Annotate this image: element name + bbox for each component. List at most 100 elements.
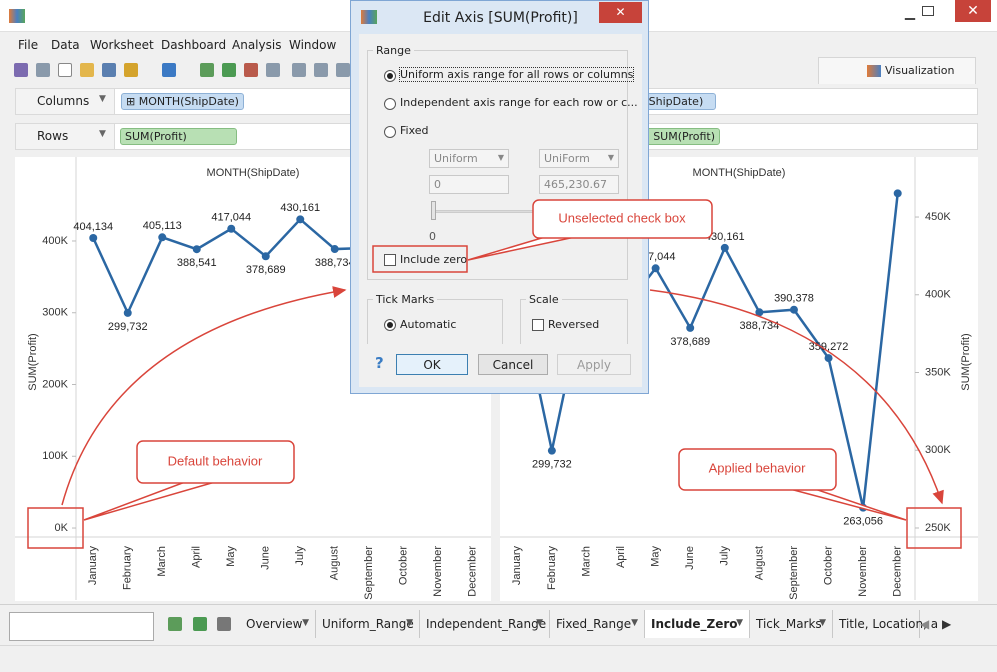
end-mode-dropdown: UniForm ▼ xyxy=(539,149,619,168)
tab-menu-arrow[interactable]: ▼ xyxy=(536,618,543,628)
refresh-icon[interactable] xyxy=(162,63,176,77)
data-label: 388,541 xyxy=(177,257,217,269)
open-icon[interactable] xyxy=(80,63,94,77)
toolbar xyxy=(10,60,350,80)
menu-item[interactable]: Analysis xyxy=(232,38,282,52)
apply-button[interactable]: Apply xyxy=(557,354,631,375)
app-icon xyxy=(9,9,25,23)
data-label: 263,056 xyxy=(843,516,883,528)
help-button[interactable]: ? xyxy=(375,354,384,372)
tab-menu-arrow[interactable]: ▼ xyxy=(302,618,309,628)
tool-icon[interactable] xyxy=(292,63,306,77)
cancel-button[interactable]: Cancel xyxy=(478,354,548,375)
start-value-input: 0 xyxy=(429,175,509,194)
tool-icon[interactable] xyxy=(244,63,258,77)
y-tick-label: 400K xyxy=(42,235,68,247)
sheet-tab[interactable]: Overview ▼ xyxy=(240,610,316,638)
tab-scroll-right[interactable]: ▶ xyxy=(942,617,952,631)
x-tick-label: July xyxy=(719,546,731,566)
radio-label[interactable]: Independent axis range for each row or c… xyxy=(400,96,638,109)
data-point xyxy=(651,264,660,273)
sheet-tab[interactable]: Independent_Range ▼ xyxy=(420,610,550,638)
sheet-tab[interactable]: Tick_Marks ▼ xyxy=(750,610,833,638)
x-tick-label: January xyxy=(87,546,99,586)
pill-label: MONTH(ShipDate) xyxy=(138,95,239,108)
checkbox-label[interactable]: Include zero xyxy=(400,253,468,266)
menu-item[interactable]: Dashboard xyxy=(161,38,227,52)
tab-menu-arrow[interactable]: ▼ xyxy=(736,618,743,628)
columns-pill[interactable]: ⊞ MONTH(ShipDate) xyxy=(121,93,244,110)
x-tick-label: August xyxy=(753,546,765,580)
dialog-close-button[interactable]: ✕ xyxy=(599,2,642,23)
dialog-icon xyxy=(361,10,377,24)
radio-label[interactable]: Automatic xyxy=(400,318,457,331)
tool-icon[interactable] xyxy=(314,63,328,77)
slider-thumb xyxy=(431,201,436,220)
maximize-button[interactable] xyxy=(922,6,934,16)
rows-pill[interactable]: SUM(Profit) xyxy=(120,128,237,145)
tab-scroll-left[interactable]: ◀ xyxy=(920,617,930,631)
x-tick-label: April xyxy=(615,546,627,568)
radio-label[interactable]: Uniform axis range for all rows or colum… xyxy=(398,67,635,82)
data-label: 417,044 xyxy=(211,212,251,224)
x-tick-label: June xyxy=(260,546,272,570)
x-tick-label: March xyxy=(580,546,592,577)
data-label: 430,161 xyxy=(280,202,320,214)
radio-button[interactable] xyxy=(384,319,396,331)
data-point xyxy=(192,245,201,254)
radio-button[interactable] xyxy=(384,126,396,138)
x-tick-label: May xyxy=(650,546,662,567)
radio-label[interactable]: Fixed xyxy=(400,124,429,137)
dropdown-arrow[interactable]: ▼ xyxy=(99,94,106,104)
menu-item[interactable]: Data xyxy=(51,38,80,52)
dropdown-value: UniForm xyxy=(544,152,590,165)
sheet-tab[interactable]: Title, Location, a xyxy=(833,610,938,638)
undo-icon[interactable] xyxy=(14,63,28,77)
dropdown-arrow[interactable]: ▼ xyxy=(99,129,106,139)
close-button[interactable]: ✕ xyxy=(955,0,991,22)
dropdown-arrow: ▼ xyxy=(607,153,614,162)
menu-item[interactable]: File xyxy=(18,38,39,52)
ok-button[interactable]: OK xyxy=(396,354,468,375)
new-dashboard-icon[interactable] xyxy=(193,617,207,631)
tab-menu-arrow[interactable]: ▼ xyxy=(406,618,413,628)
data-label: 388,734 xyxy=(315,257,355,269)
tool-icon[interactable] xyxy=(200,63,214,77)
data-label: 405,113 xyxy=(143,220,182,232)
redo-icon[interactable] xyxy=(36,63,50,77)
tab-menu-arrow[interactable]: ▼ xyxy=(631,618,638,628)
sheet-sorter-icon[interactable] xyxy=(217,617,231,631)
minimize-button[interactable] xyxy=(904,4,916,20)
visualization-tab[interactable]: Visualization xyxy=(818,57,976,84)
tool-icon[interactable] xyxy=(222,63,236,77)
x-tick-label: November xyxy=(857,546,869,597)
radio-button[interactable] xyxy=(384,98,396,110)
tab-menu-arrow[interactable]: ▼ xyxy=(819,618,826,628)
sheet-tab[interactable]: Fixed_Range ▼ xyxy=(550,610,645,638)
new-icon[interactable] xyxy=(58,63,72,77)
reversed-checkbox[interactable] xyxy=(532,319,544,331)
y-axis-title: SUM(Profit) xyxy=(27,333,39,390)
y-tick-label: 100K xyxy=(42,450,68,462)
sheet-tab[interactable]: Uniform_Range ▼ xyxy=(316,610,420,638)
tool-icon[interactable] xyxy=(336,63,350,77)
new-sheet-icon[interactable] xyxy=(168,617,182,631)
save-icon[interactable] xyxy=(102,63,116,77)
menu-item[interactable]: Worksheet xyxy=(90,38,154,52)
data-point xyxy=(755,308,764,317)
tab-search-box[interactable] xyxy=(9,612,154,641)
include-zero-checkbox[interactable] xyxy=(384,254,396,266)
shelf-label: Columns xyxy=(37,94,90,108)
data-icon[interactable] xyxy=(124,63,138,77)
x-tick-label: June xyxy=(684,546,696,570)
menu-item[interactable]: Window xyxy=(289,38,337,52)
radio-button[interactable] xyxy=(384,70,396,82)
data-label: 404,134 xyxy=(73,221,113,233)
y-tick-label: 400K xyxy=(925,289,951,301)
tool-icon[interactable] xyxy=(266,63,280,77)
scale-group xyxy=(520,299,628,359)
sheet-tab[interactable]: Include_Zero ▼ xyxy=(645,610,750,638)
checkbox-label[interactable]: Reversed xyxy=(548,318,600,331)
x-tick-label: October xyxy=(822,546,834,585)
x-tick-label: March xyxy=(156,546,168,577)
